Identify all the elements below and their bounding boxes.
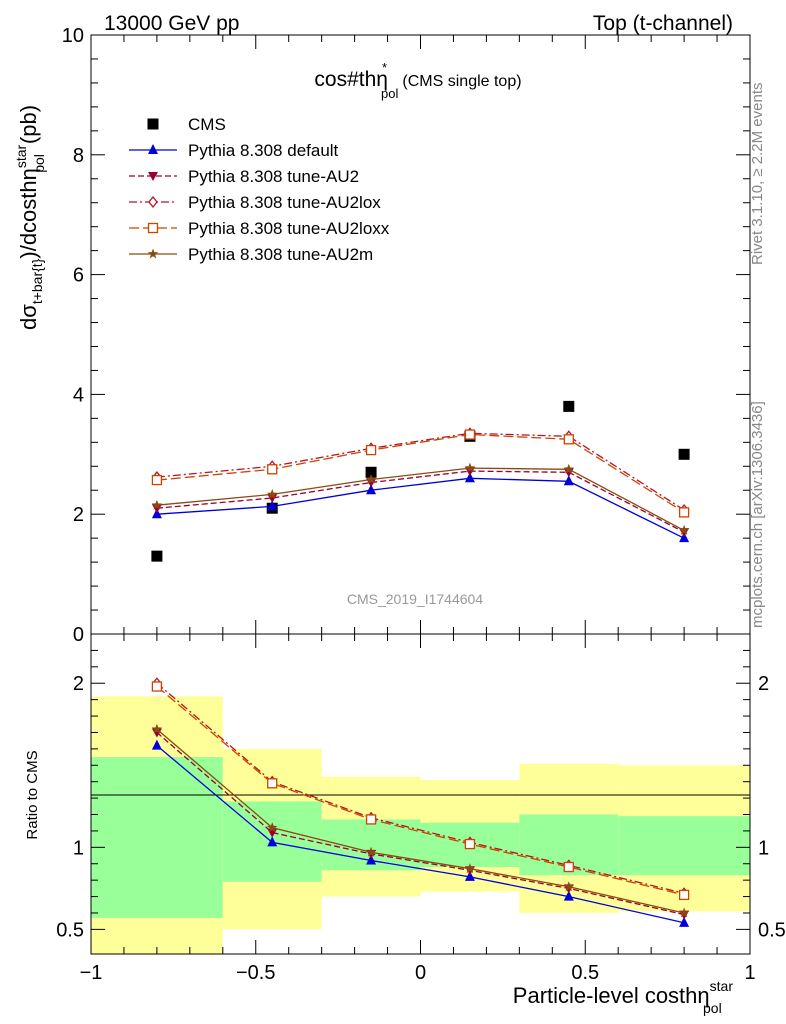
inner-uncertainty-band [618, 816, 750, 876]
data-point-pythia-8-308-tune-au2m [678, 524, 690, 535]
data-point-pythia-8-308-tune-au2loxx [563, 434, 574, 445]
ratio-point-pythia-8-308-tune-au2m [678, 907, 690, 918]
legend-marker-pythia-8-308-default [148, 144, 158, 154]
data-point-pythia-8-308-tune-au2m [151, 499, 163, 510]
series-line-pythia-8-308-tune-au2lox [156, 432, 685, 511]
data-point-pythia-8-308-tune-au2 [366, 478, 377, 488]
ratio-y-tick-label-right: 0.5 [758, 919, 786, 941]
data-point-pythia-8-308-default [563, 475, 574, 486]
ratio-point-pythia-8-308-tune-au2loxx [151, 681, 163, 692]
data-point-pythia-8-308-tune-au2 [151, 504, 162, 514]
data-point-pythia-8-308-default [464, 472, 475, 483]
legend-marker-pythia-8-308-tune-au2 [148, 172, 158, 181]
legend-marker-pythia-8-308-tune-au2loxx [147, 222, 159, 234]
ratio-y-tick-label: 0.5 [56, 919, 84, 941]
ratio-line-pythia-8-308-tune-au2lox [156, 682, 685, 894]
ratio-point-pythia-8-308-tune-au2m [151, 723, 163, 734]
ratio-line-pythia-8-308-tune-au2loxx [156, 686, 685, 896]
data-point-pythia-8-308-tune-au2loxx [267, 464, 278, 475]
data-point-pythia-8-308-tune-au2m [266, 488, 278, 499]
ratio-point-pythia-8-308-tune-au2m [464, 863, 476, 874]
legend-label-cms: CMS [188, 115, 226, 134]
series-line-pythia-8-308-default [156, 477, 685, 539]
data-point-cms [678, 448, 690, 460]
ratio-point-pythia-8-308-tune-au2m [563, 881, 575, 892]
ratio-plot-panel: 0.5 0.51 12 2−1 −0.5 0 0.5 1 Ratio to CMS [24, 633, 786, 984]
ratio-point-pythia-8-308-tune-au2loxx [563, 861, 574, 873]
ratio-y-tick-label-right: 1 [758, 837, 769, 859]
ratio-point-pythia-8-308-tune-au2loxx [365, 814, 377, 825]
main-axis-ticks: 0 2 4 6 8 10 [62, 25, 751, 646]
data-point-pythia-8-308-tune-au2loxx [464, 429, 476, 440]
legend: CMS Pythia 8.308 default Pythia 8.308 tune… [129, 115, 390, 264]
ratio-plot-marks [151, 677, 690, 927]
ratio-axis-label: Ratio to CMS [24, 750, 41, 839]
legend-label-pythia-8-308-tune-au2m: Pythia 8.308 tune-AU2m [188, 245, 373, 264]
y-tick-label: 8 [73, 145, 84, 167]
ratio-point-pythia-8-308-tune-au2m [365, 846, 377, 857]
legend-label-pythia-8-308-tune-au2lox: Pythia 8.308 tune-AU2lox [188, 193, 381, 212]
ratio-line-pythia-8-308-tune-au2 [156, 732, 685, 916]
main-plot-panel: 0 2 4 6 8 10 cos#thη* pol(CMS single top) CMS_… [62, 25, 751, 646]
y-tick-label: 2 [73, 504, 84, 526]
mcplots-credit-label: mcplots.cern.ch [arXiv:1306.3436] [749, 401, 766, 628]
y-tick-label: 4 [73, 384, 84, 406]
ratio-axis-ticks: 0.5 0.51 12 2−1 −0.5 0 0.5 1 [56, 634, 786, 984]
y-tick-label: 0 [73, 624, 84, 646]
header-right: Top (t-channel) [593, 12, 733, 35]
ratio-point-pythia-8-308-default [679, 916, 690, 927]
ratio-point-pythia-8-308-tune-au2loxx [267, 778, 278, 789]
ratio-y-tick-label: 1 [73, 837, 84, 859]
legend-label-pythia-8-308-tune-au2: Pythia 8.308 tune-AU2 [188, 167, 359, 186]
series-line-pythia-8-308-tune-au2m [156, 467, 685, 531]
data-point-pythia-8-308-tune-au2loxx [151, 474, 163, 486]
data-point-cms [563, 400, 575, 412]
header-left: 13000 GeV pp [104, 12, 239, 35]
data-point-pythia-8-308-tune-au2m [464, 462, 476, 473]
ratio-point-pythia-8-308-tune-au2loxx [464, 838, 476, 850]
data-point-pythia-8-308-tune-au2 [464, 467, 475, 477]
data-point-cms [365, 466, 377, 478]
rivet-version-label: Rivet 3.1.10, ≥ 2.2M events [749, 83, 766, 266]
ratio-line-pythia-8-308-default [156, 745, 685, 924]
legend-marker-pythia-8-308-tune-au2m [147, 248, 159, 259]
y-axis-label: dσt+bar{t})/dcosthηstar pol(pb) [13, 105, 47, 330]
x-tick-label: −1 [80, 962, 103, 984]
ratio-point-pythia-8-308-tune-au2m [266, 822, 278, 833]
legend-marker-pythia-8-308-tune-au2lox [148, 195, 158, 209]
ratio-point-pythia-8-308-default [151, 739, 162, 750]
series-line-pythia-8-308-tune-au2loxx [156, 433, 685, 513]
ratio-y-tick-label: 2 [73, 673, 84, 695]
ratio-line-pythia-8-308-tune-au2m [156, 728, 685, 914]
y-tick-label: 10 [62, 25, 84, 47]
x-axis-label: Particle-level costhηstar pol [513, 978, 734, 1016]
data-point-pythia-8-308-tune-au2m [365, 473, 377, 484]
data-point-pythia-8-308-default [267, 500, 278, 511]
data-point-cms [151, 550, 163, 562]
ratio-point-pythia-8-308-default [366, 854, 377, 865]
plot-title: cos#thη* pol(CMS single top) [314, 60, 521, 101]
ratio-point-pythia-8-308-default [267, 836, 278, 847]
data-point-pythia-8-308-tune-au2loxx [678, 507, 690, 518]
ratio-point-pythia-8-308-tune-au2loxx [678, 889, 690, 901]
x-tick-label: 1 [744, 962, 755, 984]
data-point-pythia-8-308-tune-au2m [563, 463, 575, 474]
inner-uncertainty-band [91, 757, 223, 918]
x-tick-label: −0.5 [236, 962, 275, 984]
x-tick-label: 0 [415, 962, 426, 984]
x-tick-label: 0.5 [571, 962, 599, 984]
legend-label-pythia-8-308-tune-au2loxx: Pythia 8.308 tune-AU2loxx [188, 219, 390, 238]
data-point-pythia-8-308-default [366, 484, 377, 495]
data-point-pythia-8-308-tune-au2loxx [365, 444, 377, 456]
legend-label-pythia-8-308-default: Pythia 8.308 default [188, 141, 339, 160]
analysis-watermark: CMS_2019_I1744604 [347, 591, 483, 607]
series-line-pythia-8-308-tune-au2 [156, 470, 685, 533]
main-plot-marks [151, 400, 690, 562]
ratio-point-pythia-8-308-default [563, 890, 574, 901]
ratio-point-pythia-8-308-default [464, 870, 475, 881]
legend-marker-cms [147, 118, 159, 130]
ratio-y-tick-label-right: 2 [758, 673, 769, 695]
y-tick-label: 6 [73, 265, 84, 287]
